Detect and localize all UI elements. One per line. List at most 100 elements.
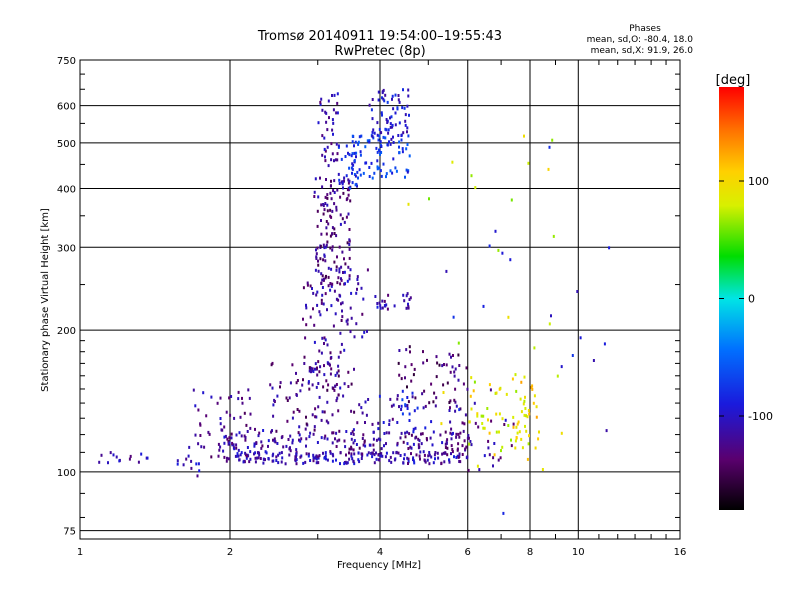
- data-point: [343, 439, 346, 443]
- data-point: [432, 400, 435, 404]
- data-point: [352, 428, 355, 432]
- data-point: [323, 410, 326, 414]
- data-point: [523, 413, 526, 417]
- data-point: [405, 294, 408, 298]
- data-point: [350, 316, 353, 320]
- data-point: [427, 454, 430, 458]
- data-point: [407, 462, 409, 465]
- data-point: [381, 306, 384, 310]
- data-point: [445, 440, 448, 444]
- data-point: [455, 456, 458, 459]
- data-point: [459, 431, 462, 435]
- data-point: [235, 443, 238, 447]
- data-point: [520, 410, 523, 414]
- data-point: [202, 391, 205, 395]
- data-point: [340, 278, 343, 282]
- data-point: [417, 437, 420, 441]
- data-point: [323, 208, 326, 212]
- data-point: [387, 293, 390, 297]
- data-point: [398, 100, 401, 104]
- data-point: [338, 438, 341, 442]
- data-point: [455, 432, 458, 436]
- data-point: [333, 388, 336, 392]
- data-point: [380, 151, 383, 154]
- data-point: [247, 388, 250, 392]
- data-point: [200, 445, 203, 449]
- data-point: [331, 209, 334, 213]
- data-point: [320, 97, 323, 101]
- data-point: [332, 454, 335, 458]
- data-point: [378, 128, 381, 131]
- data-point: [435, 355, 438, 359]
- data-point: [388, 419, 391, 423]
- data-point: [380, 454, 383, 458]
- data-point: [314, 362, 317, 366]
- data-point: [324, 451, 327, 455]
- data-point: [254, 456, 257, 460]
- data-point: [382, 421, 385, 424]
- data-point: [338, 178, 341, 182]
- data-point: [334, 384, 337, 388]
- data-point: [445, 363, 448, 367]
- data-point: [404, 403, 407, 407]
- data-point: [329, 282, 332, 285]
- data-point: [348, 256, 351, 260]
- data-point: [220, 428, 223, 432]
- data-point: [363, 330, 366, 334]
- data-point: [272, 438, 274, 442]
- data-point: [388, 140, 390, 144]
- data-point: [288, 396, 291, 400]
- data-point: [320, 301, 323, 305]
- data-point: [322, 212, 325, 216]
- data-point: [404, 119, 407, 123]
- data-point: [343, 176, 346, 180]
- data-point: [354, 183, 357, 187]
- data-point: [391, 123, 394, 127]
- data-point: [244, 451, 247, 455]
- data-point: [188, 445, 191, 449]
- y-tick-label: 600: [57, 102, 76, 113]
- data-point: [192, 388, 195, 392]
- data-point: [315, 255, 318, 259]
- data-point: [463, 439, 466, 443]
- data-point: [327, 275, 330, 279]
- data-point: [492, 456, 495, 460]
- data-point: [379, 169, 382, 173]
- data-point: [331, 413, 334, 417]
- data-point: [474, 421, 477, 425]
- data-point: [449, 399, 452, 403]
- data-point: [379, 140, 382, 144]
- data-point: [330, 284, 333, 288]
- data-point: [467, 434, 470, 437]
- colorbar-tick-label: 0: [748, 293, 755, 306]
- data-point: [285, 444, 288, 448]
- data-point: [385, 431, 388, 435]
- data-point: [310, 366, 313, 370]
- data-point: [306, 281, 309, 285]
- data-point: [355, 151, 358, 155]
- data-point: [453, 374, 456, 378]
- data-point: [350, 291, 353, 295]
- data-point: [390, 460, 393, 464]
- data-point: [318, 395, 321, 399]
- data-point: [376, 133, 379, 137]
- data-point: [328, 116, 330, 120]
- data-point: [228, 396, 231, 400]
- data-point: [473, 380, 476, 384]
- data-point: [316, 290, 319, 294]
- data-point: [326, 437, 329, 441]
- data-point: [396, 441, 399, 445]
- data-point: [371, 455, 374, 459]
- data-point: [349, 330, 352, 334]
- data-point: [331, 152, 334, 156]
- data-point: [355, 443, 358, 446]
- data-point: [404, 123, 407, 127]
- data-point: [348, 166, 351, 170]
- data-point: [351, 140, 354, 144]
- data-point: [353, 462, 356, 466]
- data-point: [336, 158, 339, 162]
- data-point: [519, 397, 522, 401]
- data-point: [527, 442, 530, 446]
- data-point: [350, 437, 353, 441]
- data-point: [336, 111, 339, 115]
